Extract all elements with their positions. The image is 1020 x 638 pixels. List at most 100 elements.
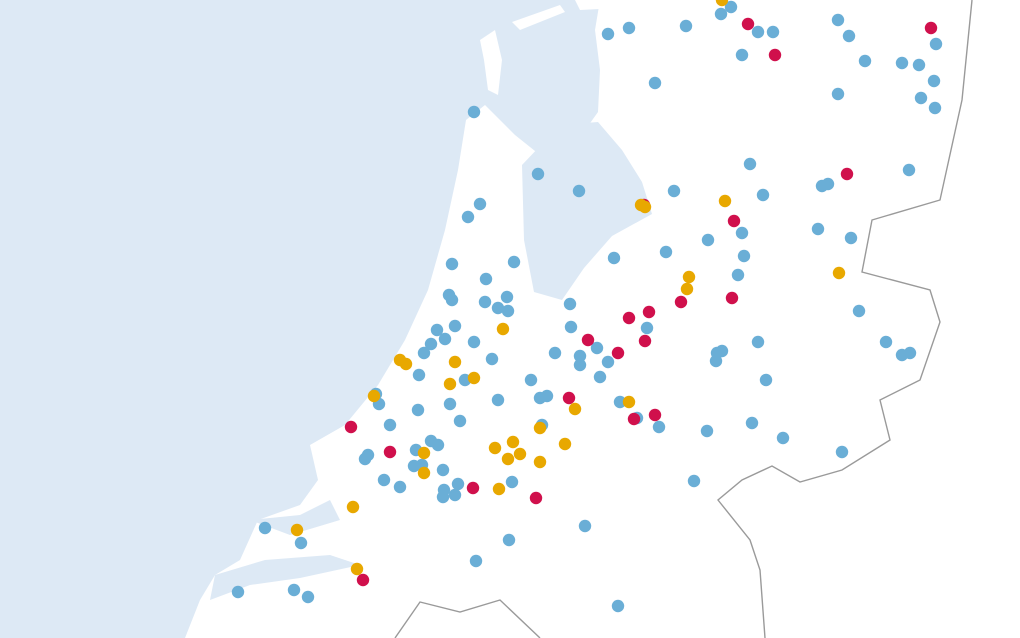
map-dot-blue[interactable] — [448, 319, 462, 333]
map-dot-blue[interactable] — [564, 320, 578, 334]
map-dot-blue[interactable] — [424, 337, 438, 351]
map-dot-blue[interactable] — [573, 349, 587, 363]
map-dot-blue[interactable] — [652, 420, 666, 434]
map-dot-blue[interactable] — [563, 297, 577, 311]
map-dot-yellow[interactable] — [682, 270, 696, 284]
map-dot-blue[interactable] — [929, 37, 943, 51]
map-dot-yellow[interactable] — [718, 194, 732, 208]
map-dot-blue[interactable] — [479, 272, 493, 286]
map-dot-blue[interactable] — [759, 373, 773, 387]
map-dot-blue[interactable] — [573, 358, 587, 372]
map-dot-yellow[interactable] — [506, 435, 520, 449]
map-dot-yellow[interactable] — [290, 523, 304, 537]
map-dot-blue[interactable] — [902, 163, 916, 177]
map-dot-blue[interactable] — [436, 463, 450, 477]
map-dot-yellow[interactable] — [417, 466, 431, 480]
map-dot-blue[interactable] — [301, 590, 315, 604]
map-dot-blue[interactable] — [548, 346, 562, 360]
map-dot-blue[interactable] — [724, 0, 738, 14]
map-dot-yellow[interactable] — [399, 357, 413, 371]
map-dot-blue[interactable] — [811, 222, 825, 236]
map-dot-blue[interactable] — [667, 184, 681, 198]
map-dot-blue[interactable] — [714, 7, 728, 21]
map-dot-yellow[interactable] — [367, 389, 381, 403]
map-dot-blue[interactable] — [467, 335, 481, 349]
map-dot-blue[interactable] — [687, 474, 701, 488]
map-dot-blue[interactable] — [294, 536, 308, 550]
map-dot-blue[interactable] — [858, 54, 872, 68]
map-dot-blue[interactable] — [393, 480, 407, 494]
map-dot-yellow[interactable] — [832, 266, 846, 280]
map-dot-blue[interactable] — [701, 233, 715, 247]
map-dot-yellow[interactable] — [467, 371, 481, 385]
map-dot-blue[interactable] — [613, 395, 627, 409]
map-dot-blue[interactable] — [431, 438, 445, 452]
map-dot-red[interactable] — [581, 333, 595, 347]
map-dot-red[interactable] — [562, 391, 576, 405]
map-dot-blue[interactable] — [501, 304, 515, 318]
map-dot-red[interactable] — [344, 420, 358, 434]
map-dot-blue[interactable] — [879, 335, 893, 349]
map-dot-blue[interactable] — [679, 19, 693, 33]
map-dot-red[interactable] — [727, 214, 741, 228]
map-dot-blue[interactable] — [700, 424, 714, 438]
map-dot-blue[interactable] — [601, 355, 615, 369]
map-dot-blue[interactable] — [735, 226, 749, 240]
map-dot-blue[interactable] — [756, 188, 770, 202]
map-dot-blue[interactable] — [715, 344, 729, 358]
map-dot-yellow[interactable] — [496, 322, 510, 336]
map-dot-blue[interactable] — [821, 177, 835, 191]
map-dot-yellow[interactable] — [568, 402, 582, 416]
map-dot-yellow[interactable] — [346, 500, 360, 514]
map-dot-yellow[interactable] — [638, 200, 652, 214]
map-dot-red[interactable] — [529, 491, 543, 505]
map-dot-red[interactable] — [840, 167, 854, 181]
map-dot-red[interactable] — [383, 445, 397, 459]
map-dot-blue[interactable] — [443, 397, 457, 411]
map-dot-red[interactable] — [924, 21, 938, 35]
map-dot-yellow[interactable] — [501, 452, 515, 466]
map-dot-blue[interactable] — [473, 197, 487, 211]
map-dot-blue[interactable] — [467, 105, 481, 119]
map-dot-blue[interactable] — [572, 184, 586, 198]
map-dot-blue[interactable] — [377, 473, 391, 487]
map-dot-blue[interactable] — [751, 25, 765, 39]
map-dot-blue[interactable] — [903, 346, 917, 360]
map-dot-blue[interactable] — [478, 295, 492, 309]
map-dot-red[interactable] — [627, 412, 641, 426]
map-dot-blue[interactable] — [500, 290, 514, 304]
map-dot-yellow[interactable] — [350, 562, 364, 576]
map-dot-red[interactable] — [611, 346, 625, 360]
map-dot-blue[interactable] — [540, 389, 554, 403]
map-dot-blue[interactable] — [776, 431, 790, 445]
map-dot-blue[interactable] — [709, 354, 723, 368]
map-dot-blue[interactable] — [766, 25, 780, 39]
map-dot-blue[interactable] — [469, 554, 483, 568]
map-dot-blue[interactable] — [505, 475, 519, 489]
map-dot-blue[interactable] — [383, 418, 397, 432]
map-dot-blue[interactable] — [578, 519, 592, 533]
map-dot-blue[interactable] — [231, 585, 245, 599]
map-dot-blue[interactable] — [491, 301, 505, 315]
map-dot-yellow[interactable] — [448, 355, 462, 369]
map-dot-blue[interactable] — [453, 414, 467, 428]
map-dot-yellow[interactable] — [513, 447, 527, 461]
map-dot-yellow[interactable] — [680, 282, 694, 296]
map-dot-blue[interactable] — [531, 167, 545, 181]
map-dot-blue[interactable] — [743, 157, 757, 171]
map-dot-yellow[interactable] — [533, 455, 547, 469]
map-dot-blue[interactable] — [659, 245, 673, 259]
map-dot-red[interactable] — [466, 481, 480, 495]
map-dot-yellow[interactable] — [715, 0, 729, 7]
map-dot-blue[interactable] — [448, 488, 462, 502]
map-dot-blue[interactable] — [835, 445, 849, 459]
map-dot-yellow[interactable] — [488, 441, 502, 455]
map-dot-yellow[interactable] — [492, 482, 506, 496]
map-dot-yellow[interactable] — [558, 437, 572, 451]
map-dot-blue[interactable] — [844, 231, 858, 245]
map-dot-blue[interactable] — [507, 255, 521, 269]
map-dot-red[interactable] — [356, 573, 370, 587]
map-dot-red[interactable] — [674, 295, 688, 309]
map-dot-blue[interactable] — [411, 403, 425, 417]
map-dot-blue[interactable] — [445, 257, 459, 271]
